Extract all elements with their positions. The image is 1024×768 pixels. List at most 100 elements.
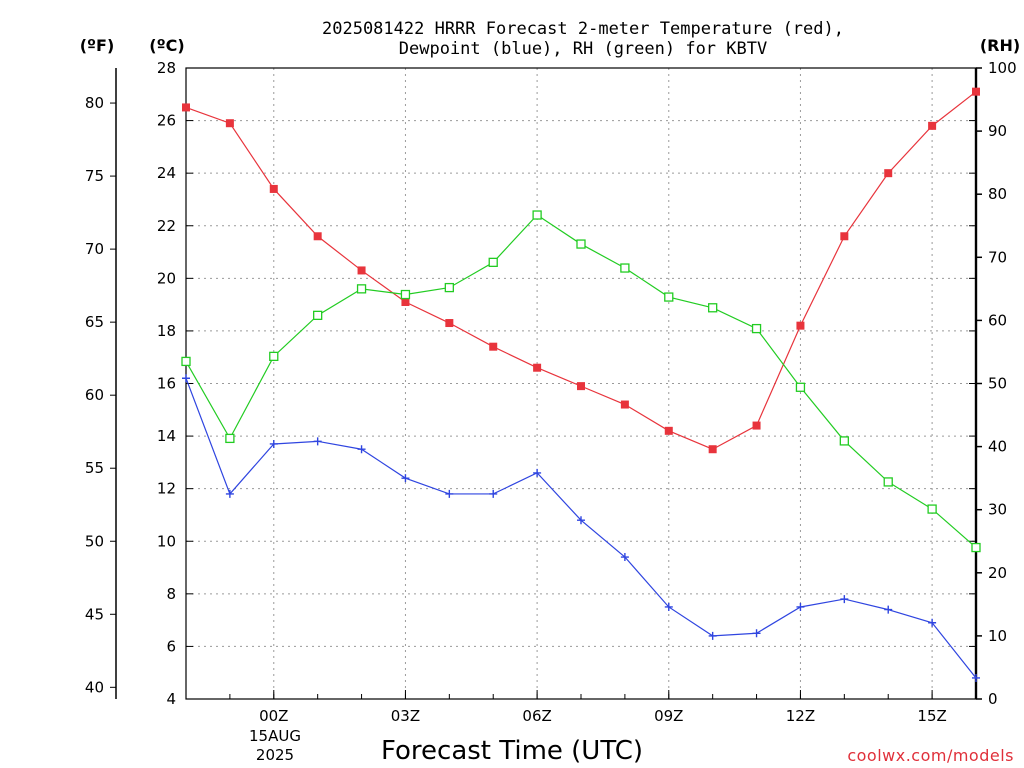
rh-point — [532, 210, 542, 220]
celsius-tick-label: 16 — [157, 375, 176, 393]
rh-tick-label: 10 — [988, 627, 1007, 645]
fahrenheit-tick-label: 60 — [85, 386, 104, 404]
rh-point — [751, 323, 762, 334]
rh-point — [971, 542, 981, 553]
rh-point — [181, 356, 191, 367]
temperature-point — [620, 400, 629, 409]
fahrenheit-tick-label: 65 — [85, 313, 104, 331]
dewpoint-point — [796, 602, 805, 611]
dewpoint-point — [577, 516, 585, 525]
rh-point — [620, 263, 630, 273]
celsius-tick-label: 24 — [157, 164, 176, 182]
celsius-tick-label: 6 — [166, 637, 176, 655]
temperature-point — [489, 342, 498, 351]
temperature-line — [185, 91, 977, 450]
chart-title-line-1: 2025081422 HRRR Forecast 2-meter Tempera… — [322, 19, 844, 39]
dewpoint-point — [182, 374, 190, 383]
date-label-day: 15AUG — [249, 727, 301, 745]
dewpoint-point — [401, 474, 410, 483]
dewpoint-point — [269, 439, 278, 448]
temperature-point — [972, 87, 980, 96]
celsius-tick-label: 12 — [157, 480, 176, 498]
fahrenheit-tick-label: 50 — [85, 532, 104, 550]
dewpoint-point — [840, 595, 849, 604]
fahrenheit-tick-label: 70 — [85, 240, 104, 258]
dewpoint-point — [313, 437, 322, 446]
rh-tick-label: 80 — [988, 185, 1007, 203]
fahrenheit-tick-label: 40 — [85, 678, 104, 696]
rh-tick-label: 60 — [988, 311, 1007, 329]
rh-line — [185, 214, 977, 549]
celsius-tick-label: 8 — [166, 585, 176, 603]
temperature-point — [401, 297, 410, 306]
rh-tick-label: 90 — [988, 122, 1007, 140]
rh-point — [708, 303, 718, 313]
x-tick-label: 00Z — [259, 707, 288, 725]
dewpoint-point — [445, 489, 454, 498]
celsius-tick-label: 18 — [157, 322, 176, 340]
celsius-tick-label: 14 — [157, 427, 176, 445]
credit-text: coolwx.com/models — [847, 746, 1014, 765]
dewpoint-point — [357, 445, 366, 454]
celsius-tick-label: 4 — [166, 690, 176, 708]
temperature-point — [182, 103, 190, 112]
rh-point — [225, 433, 235, 444]
temperature-point — [269, 184, 278, 193]
chart-title-line-2: Dewpoint (blue), RH (green) for KBTV — [399, 39, 767, 59]
series-layer — [181, 87, 981, 682]
celsius-tick-label: 26 — [157, 112, 176, 130]
celsius-tick-label: 28 — [157, 59, 176, 77]
temperature-point — [708, 445, 717, 454]
rh-tick-label: 30 — [988, 501, 1007, 519]
rh-point — [576, 239, 586, 249]
temperature-point — [313, 232, 322, 241]
rh-point — [927, 504, 937, 514]
celsius-tick-label: 10 — [157, 532, 176, 550]
rh-axis-label: (RH) — [980, 36, 1020, 55]
celsius-tick-label: 22 — [157, 217, 176, 235]
rh-point — [839, 436, 849, 446]
celsius-axis-label: (ºC) — [149, 36, 184, 55]
dewpoint-point — [620, 553, 629, 562]
temperature-point — [928, 121, 937, 130]
rh-point — [313, 310, 323, 321]
rh-tick-label: 20 — [988, 564, 1007, 582]
temperature-point — [752, 421, 761, 430]
rh-point — [883, 477, 893, 487]
dewpoint-point — [489, 489, 498, 498]
fahrenheit-tick-label: 80 — [85, 94, 104, 112]
rh-tick-label: 40 — [988, 438, 1007, 456]
x-tick-label: 03Z — [391, 707, 420, 725]
temperature-point — [357, 266, 366, 275]
fahrenheit-tick-label: 45 — [85, 605, 104, 623]
temperature-point — [664, 426, 673, 435]
rh-point — [444, 282, 454, 293]
dewpoint-point — [752, 629, 761, 638]
rh-tick-label: 0 — [988, 690, 998, 708]
dewpoint-point — [533, 468, 542, 477]
temperature-point — [577, 382, 585, 391]
celsius-tick-label: 20 — [157, 269, 176, 287]
rh-tick-label: 50 — [988, 375, 1007, 393]
dewpoint-point — [928, 618, 937, 627]
x-tick-label: 06Z — [522, 707, 551, 725]
temperature-point — [796, 321, 805, 330]
x-axis-label: Forecast Time (UTC) — [381, 736, 643, 766]
rh-point — [664, 292, 674, 302]
dewpoint-point — [884, 605, 893, 614]
x-tick-label: 09Z — [654, 707, 683, 725]
temperature-point — [884, 169, 893, 178]
rh-tick-label: 70 — [988, 248, 1007, 266]
x-tick-label: 12Z — [786, 707, 815, 725]
dewpoint-point — [972, 673, 980, 682]
rh-point — [795, 382, 806, 392]
rh-point — [488, 257, 498, 267]
temperature-point — [225, 119, 234, 128]
rh-tick-label: 100 — [988, 59, 1017, 77]
fahrenheit-tick-label: 55 — [85, 459, 104, 477]
temperature-point — [445, 319, 454, 328]
rh-point — [356, 284, 367, 294]
temperature-point — [840, 232, 849, 241]
rh-point — [269, 351, 279, 362]
